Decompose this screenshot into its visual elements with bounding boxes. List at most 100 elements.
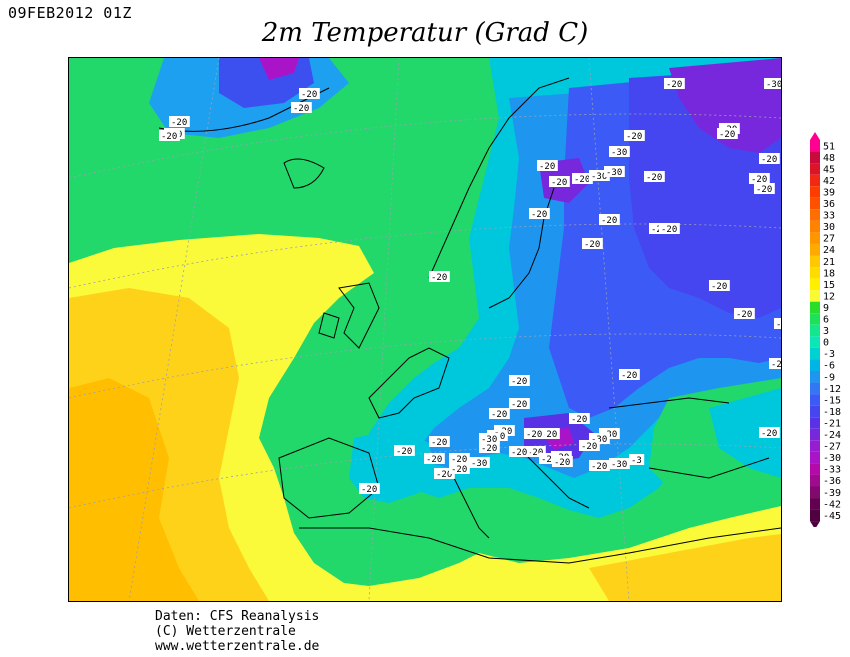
isotherm-label: -20 (626, 132, 642, 142)
isotherm-label-box (759, 427, 780, 438)
legend-swatch (810, 382, 820, 395)
isotherm-label-box (394, 445, 415, 456)
isotherm-label: -20 (511, 400, 527, 410)
legend-value-label: 48 (823, 153, 835, 164)
isotherm-label: -20 (526, 430, 542, 440)
legend-value-label: 33 (823, 211, 835, 222)
isotherm-label-box (539, 428, 560, 439)
legend-swatch (810, 371, 820, 383)
isotherm-label: -20 (361, 485, 377, 495)
isotherm-label-box (717, 128, 738, 139)
isotherm-label: -20 (661, 225, 677, 235)
east-cool-area (709, 388, 781, 478)
isotherm-label: -20 (551, 178, 567, 188)
isotherm-label: -20 (436, 470, 452, 480)
isotherm-label: -20 (646, 173, 662, 183)
isotherm-label: -30 (591, 172, 607, 182)
isotherm-label-box (469, 457, 490, 468)
isotherm-label: -20 (539, 162, 555, 172)
isotherm-label: -20 (396, 447, 412, 457)
isotherm-label: -20 (591, 462, 607, 472)
isotherm-label: -20 (666, 80, 682, 90)
isotherm-label-box (609, 458, 630, 469)
isotherm-label: -20 (541, 455, 557, 465)
isotherm-label-box (569, 413, 590, 424)
isotherm-label-box (589, 460, 610, 471)
isotherm-label: -30 (766, 80, 781, 90)
isotherm-label: -20 (431, 273, 447, 283)
legend-swatch (810, 451, 820, 464)
legend-swatch (810, 151, 820, 164)
legend-swatch (810, 474, 820, 487)
russia-purple-cold-area (669, 58, 781, 153)
credit-copyright: (C) Wetterzentrale (155, 624, 296, 639)
legend-swatch (810, 163, 820, 175)
isotherm-label-box (424, 453, 445, 464)
isotherm-label: -20 (426, 455, 442, 465)
isotherm-label: -20 (751, 175, 767, 185)
isotherm-label-box (599, 214, 620, 225)
isotherm-label-box (159, 130, 180, 141)
isotherm-label: -20 (431, 438, 447, 448)
isotherm-label-box (644, 171, 665, 182)
legend-value-label: -39 (823, 488, 841, 499)
legend-scale: 51484542393633302724211815129630-3-6-9-1… (810, 132, 841, 527)
legend-swatch (810, 290, 820, 302)
legend-arrow-bottom (810, 521, 820, 527)
isotherm-label-box (291, 102, 312, 113)
legend-swatch (810, 209, 820, 221)
isotherm-label-box (489, 408, 510, 419)
isotherm-label: -20 (771, 360, 781, 370)
legend-swatch (810, 428, 820, 441)
isotherm-labels: -20 -30 -20 -20 -20 -30 -20 -20 -20 -30 -20 -20 -20 -… (159, 78, 781, 495)
isotherm-label: -20 (171, 118, 187, 128)
isotherm-label-box (524, 428, 545, 439)
isotherm-label-box (759, 153, 780, 164)
isotherm-label-box (582, 238, 603, 249)
legend-value-label: 45 (823, 164, 835, 175)
temperature-map: -20 -30 -20 -20 -20 -30 -20 -20 -20 -30 -20 -20 -20 -… (68, 57, 782, 602)
isotherm-label: -20 (511, 377, 527, 387)
isotherm-label: -20 (527, 448, 543, 458)
legend-swatch (810, 301, 820, 314)
isotherm-label-box (629, 454, 645, 465)
isotherm-label-box (754, 183, 775, 194)
temperature-field: -20 -30 -20 -20 -20 -30 -20 -20 -20 -30 -20 -20 -20 -… (69, 58, 781, 601)
isotherm-label: -20 (719, 130, 735, 140)
legend-value-label: 24 (823, 245, 835, 256)
isotherm-label: -20 (761, 429, 777, 439)
legend-swatch (810, 232, 820, 244)
legend-value-label: -33 (823, 465, 841, 476)
isotherm-label-box (709, 280, 730, 291)
isotherm-label: -30 (481, 435, 497, 445)
legend-value-label: -24 (823, 430, 841, 441)
legend-value-label: -9 (823, 372, 835, 383)
isotherm-label-box (734, 308, 755, 319)
isotherm-label-box (659, 223, 680, 234)
legend-swatch (810, 498, 820, 510)
legend-swatch (810, 394, 820, 406)
isotherm-label: -20 (531, 210, 547, 220)
legend-value-label: -27 (823, 442, 841, 453)
isotherm-label-box (525, 446, 546, 457)
isotherm-label-box (537, 160, 558, 171)
isotherm-label-box (449, 453, 470, 464)
isotherm-label-box (589, 433, 610, 444)
map-title: 2m Temperatur (Grad C) (261, 18, 589, 48)
legend-value-label: -30 (823, 453, 841, 464)
legend-value-label: 39 (823, 187, 835, 198)
legend-value-label: -36 (823, 476, 841, 487)
legend-value-label: 6 (823, 315, 829, 326)
legend-swatch (810, 347, 820, 360)
legend-value-label: 0 (823, 338, 829, 349)
isotherm-label-box (749, 173, 770, 184)
legend-swatch (810, 186, 820, 198)
isotherm-label: -20 (581, 442, 597, 452)
legend-value-label: 36 (823, 199, 835, 210)
legend-arrow-top (810, 132, 820, 140)
legend-swatch (810, 313, 820, 325)
isotherm-label-box (429, 436, 450, 447)
legend-value-label: -12 (823, 384, 841, 395)
isotherm-label: -30 (611, 148, 627, 158)
legend-swatch (810, 440, 820, 452)
